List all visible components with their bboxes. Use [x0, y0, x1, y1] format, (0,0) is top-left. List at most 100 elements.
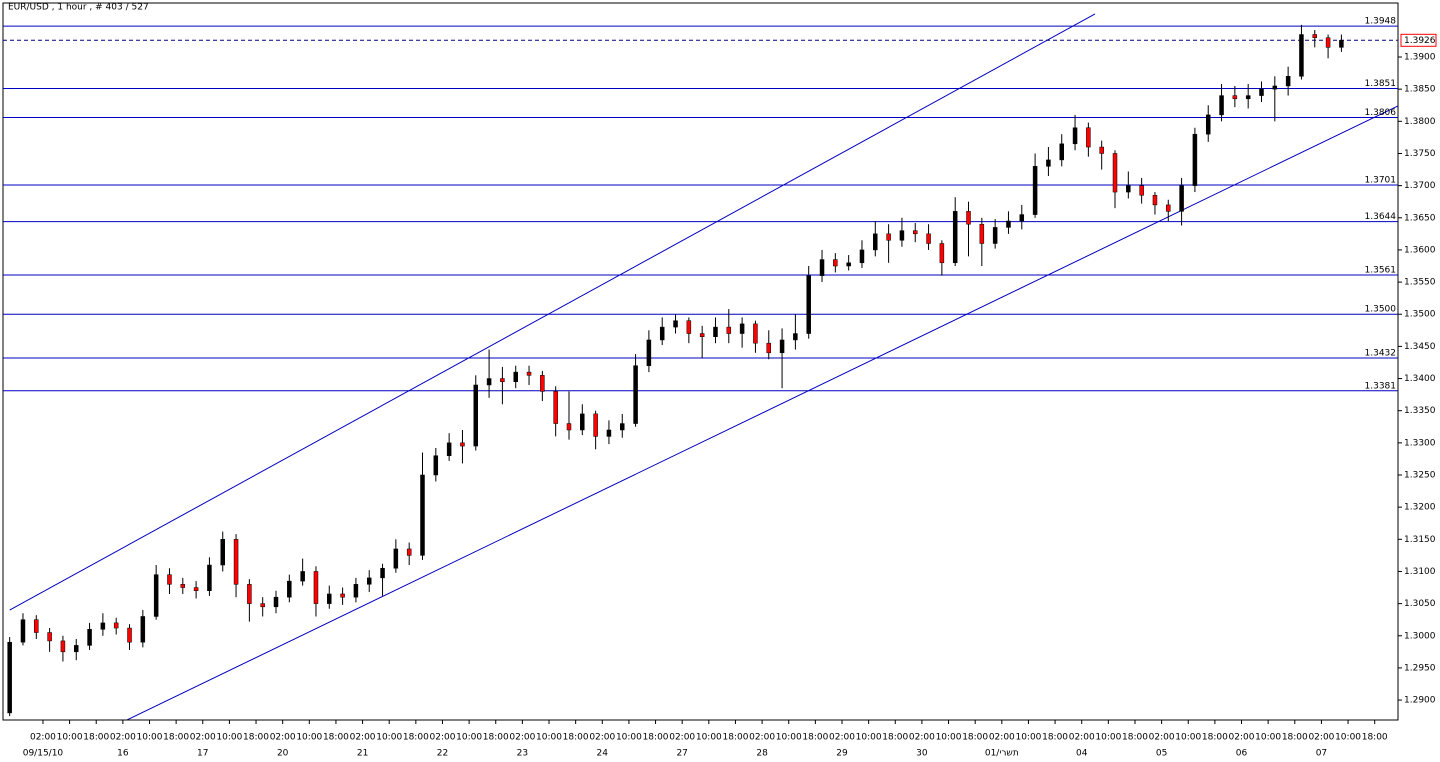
x-tick-label: 10:00 [1175, 733, 1201, 743]
candle-body [952, 211, 958, 264]
x-tick-label: 18:00 [1042, 733, 1068, 743]
candle-body [673, 320, 678, 328]
x-tick-label: 10:00 [696, 733, 722, 743]
x-tick-label: 02:00 [1229, 733, 1255, 743]
candle-body [300, 571, 305, 582]
candle-body [127, 627, 132, 643]
candle-body [779, 339, 785, 354]
chart-title: EUR/USD , 1 hour , # 403 / 527 [8, 3, 149, 13]
plot-frame [2, 2, 1399, 721]
x-tick-label: 02:00 [589, 733, 615, 743]
x-tick-label: 10:00 [776, 733, 802, 743]
x-tick-label: 02:00 [270, 733, 296, 743]
candle-body [1126, 185, 1131, 193]
level-label: 1.3644 [1365, 212, 1397, 222]
candle-body [1325, 37, 1331, 48]
candle-body [20, 619, 26, 643]
candle-body [406, 548, 412, 556]
candle-body [713, 326, 718, 337]
x-tick-label: 18:00 [802, 733, 828, 743]
candle-body [260, 603, 265, 608]
x-tick-label: 10:00 [296, 733, 322, 743]
candle-body [806, 275, 811, 334]
candle-body [926, 233, 931, 244]
x-tick-label: 10:00 [936, 733, 962, 743]
candle-body [1192, 133, 1198, 186]
candle-body [140, 616, 146, 643]
candle-body [313, 571, 319, 604]
candle-body [1112, 153, 1118, 193]
y-tick-label: 1.3800 [1404, 117, 1436, 127]
x-tick-label: 18:00 [163, 733, 189, 743]
candle-body [353, 584, 359, 598]
candle-body [979, 223, 985, 244]
candle-body [47, 632, 52, 642]
x-tick-label: 18:00 [1282, 733, 1308, 743]
x-tick-label: 10:00 [216, 733, 242, 743]
date-label: 09/15/10 [23, 749, 64, 759]
x-tick-label: 18:00 [1202, 733, 1228, 743]
x-tick-label: 10:00 [1095, 733, 1121, 743]
x-tick-label: 18:00 [1122, 733, 1148, 743]
candle-body [247, 584, 252, 604]
y-tick-label: 1.3300 [1404, 438, 1436, 448]
candle-body [633, 365, 638, 424]
candle-body [1272, 85, 1278, 90]
candle-body [473, 384, 479, 447]
candle-body [87, 629, 92, 646]
y-tick-label: 1.3700 [1404, 181, 1436, 191]
date-label: 04 [1076, 749, 1088, 759]
candle-body [726, 326, 732, 334]
candle-body [873, 233, 878, 251]
date-label: 20 [277, 749, 289, 759]
candle-body [1299, 34, 1304, 77]
y-tick-label: 1.3100 [1404, 567, 1436, 577]
date-label: 07 [1316, 749, 1327, 759]
y-tick-label: 1.3200 [1404, 503, 1436, 513]
level-label: 1.3948 [1365, 17, 1397, 27]
candle-body [433, 455, 439, 476]
candle-body [1259, 88, 1264, 96]
candle-body [593, 413, 598, 437]
x-tick-label: 10:00 [536, 733, 562, 743]
x-tick-label: 10:00 [1015, 733, 1041, 743]
x-tick-label: 02:00 [669, 733, 695, 743]
candle-body [180, 584, 186, 588]
candle-body [699, 333, 705, 337]
candle-body [686, 320, 692, 334]
candle-body [1139, 185, 1144, 196]
candle-body [7, 641, 12, 714]
x-tick-label: 10:00 [1335, 733, 1361, 743]
x-tick-label: 02:00 [829, 733, 855, 743]
level-label: 1.3806 [1365, 108, 1397, 118]
candle-body [739, 323, 745, 334]
y-tick-label: 1.3150 [1404, 535, 1436, 545]
date-label: 16 [117, 749, 129, 759]
date-label: 23 [517, 749, 528, 759]
candle-body [553, 391, 558, 424]
date-label: 06 [1236, 749, 1248, 759]
candle-body [966, 211, 971, 225]
x-tick-label: 02:00 [509, 733, 535, 743]
x-tick-label: 02:00 [989, 733, 1015, 743]
candle-body [1019, 214, 1025, 222]
date-label: 01/תשרי [985, 749, 1019, 759]
x-tick-label: 02:00 [1149, 733, 1175, 743]
candle-body [1232, 95, 1238, 100]
level-label: 1.3561 [1365, 266, 1397, 276]
date-label: 29 [836, 749, 848, 759]
candle-body [1245, 95, 1251, 100]
x-tick-label: 02:00 [749, 733, 775, 743]
candle-body [1072, 127, 1078, 145]
y-tick-label: 1.3650 [1404, 213, 1436, 223]
level-label: 1.3432 [1365, 348, 1397, 358]
x-tick-label: 02:00 [1308, 733, 1334, 743]
date-label: 21 [357, 749, 368, 759]
level-label: 1.3500 [1365, 305, 1397, 315]
candle-body [819, 259, 825, 276]
x-tick-label: 02:00 [1069, 733, 1095, 743]
candle-body [233, 539, 239, 585]
x-tick-label: 18:00 [403, 733, 429, 743]
x-tick-label: 18:00 [882, 733, 908, 743]
